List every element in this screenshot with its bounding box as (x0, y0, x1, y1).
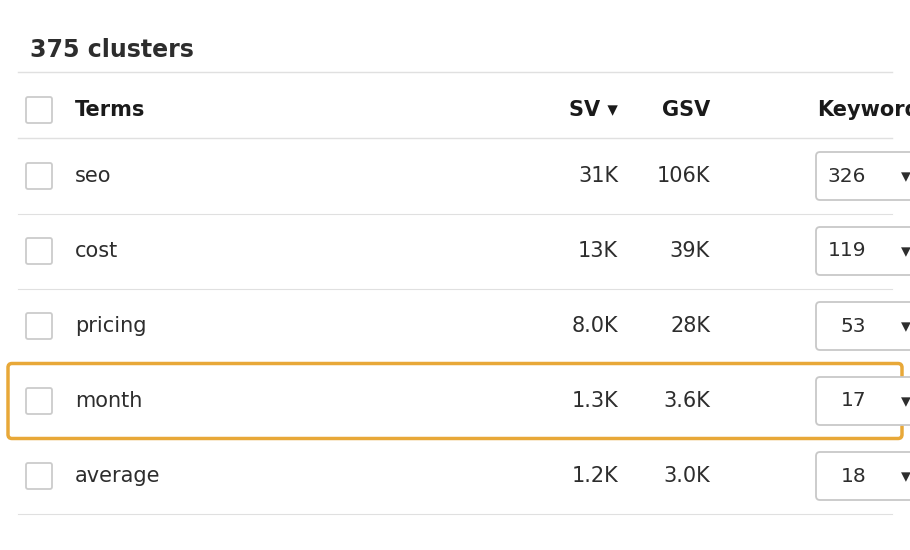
Text: 3.0K: 3.0K (663, 466, 710, 486)
Text: 119: 119 (828, 241, 866, 261)
Text: ▾: ▾ (901, 168, 910, 186)
Text: ▾: ▾ (901, 393, 910, 411)
FancyBboxPatch shape (816, 152, 910, 200)
FancyBboxPatch shape (26, 313, 52, 339)
Text: 53: 53 (841, 316, 866, 336)
Text: 1.2K: 1.2K (571, 466, 618, 486)
Text: GSV: GSV (662, 100, 710, 120)
Text: ▾: ▾ (901, 243, 910, 261)
Text: 17: 17 (841, 392, 866, 410)
FancyBboxPatch shape (816, 302, 910, 350)
Text: Terms: Terms (75, 100, 146, 120)
Text: month: month (75, 391, 142, 411)
FancyBboxPatch shape (26, 97, 52, 123)
FancyBboxPatch shape (816, 452, 910, 500)
Text: seo: seo (75, 166, 112, 186)
Text: 13K: 13K (578, 241, 618, 261)
Text: 326: 326 (828, 167, 866, 185)
Text: cost: cost (75, 241, 118, 261)
Text: 18: 18 (841, 466, 866, 486)
Text: average: average (75, 466, 160, 486)
Text: Keywords: Keywords (817, 100, 910, 120)
Text: 28K: 28K (670, 316, 710, 336)
Text: 39K: 39K (670, 241, 710, 261)
Text: ▾: ▾ (901, 317, 910, 337)
Text: pricing: pricing (75, 316, 147, 336)
Text: SV ▾: SV ▾ (569, 100, 618, 120)
FancyBboxPatch shape (26, 388, 52, 414)
FancyBboxPatch shape (26, 163, 52, 189)
FancyBboxPatch shape (26, 463, 52, 489)
Text: 8.0K: 8.0K (571, 316, 618, 336)
Text: 1.3K: 1.3K (571, 391, 618, 411)
Text: ▾: ▾ (901, 468, 910, 487)
Text: 106K: 106K (656, 166, 710, 186)
FancyBboxPatch shape (816, 227, 910, 275)
FancyBboxPatch shape (816, 377, 910, 425)
Text: 3.6K: 3.6K (663, 391, 710, 411)
FancyBboxPatch shape (8, 364, 902, 438)
FancyBboxPatch shape (26, 238, 52, 264)
Text: 375 clusters: 375 clusters (30, 38, 194, 62)
Text: 31K: 31K (578, 166, 618, 186)
